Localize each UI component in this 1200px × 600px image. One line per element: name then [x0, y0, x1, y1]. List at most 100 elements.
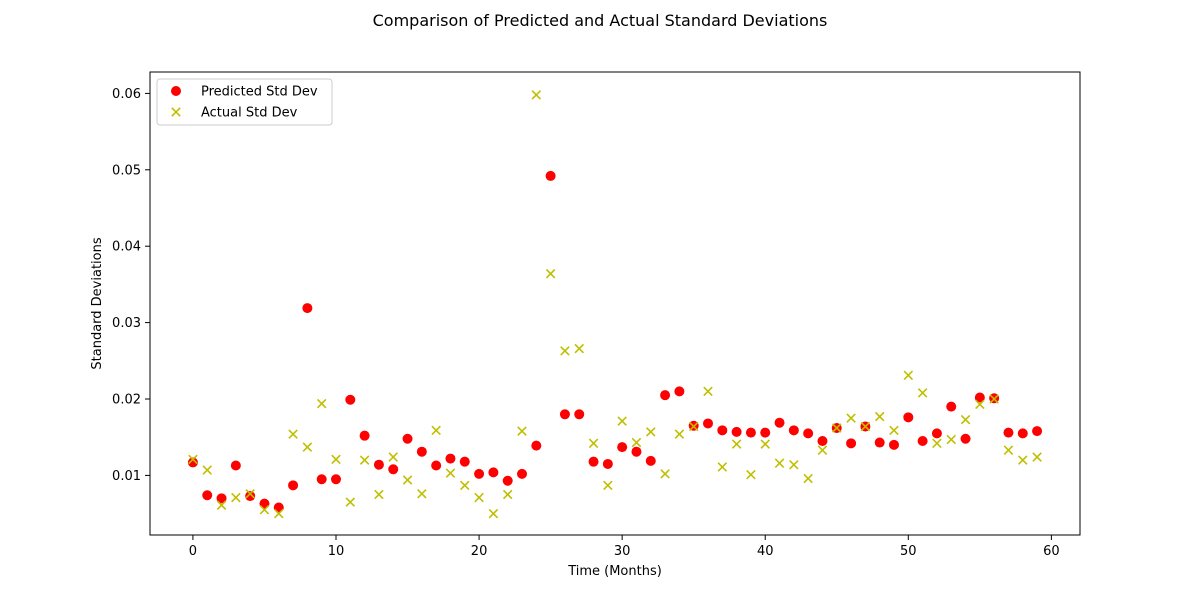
y-tick-label: 0.03 — [112, 316, 141, 331]
x-stroke — [502, 489, 513, 500]
x-stroke — [946, 434, 956, 445]
x-stroke — [474, 492, 484, 503]
predicted-point — [373, 459, 384, 470]
actual-point — [417, 488, 427, 499]
y-axis-ticks: 0.01 0.02 0.03 0.04 0.05 0.06 — [112, 87, 150, 484]
predicted-point — [631, 446, 642, 457]
predicted-point — [431, 460, 442, 471]
x-stroke — [460, 480, 470, 491]
x-stroke — [171, 107, 181, 117]
predicted-point — [889, 439, 899, 450]
legend-label-predicted: Predicted Std Dev — [201, 85, 318, 100]
x-stroke — [259, 505, 270, 515]
x-stroke — [660, 469, 670, 479]
actual-point — [531, 90, 542, 100]
legend-box — [156, 78, 333, 126]
predicted-point — [388, 464, 399, 475]
predicted-point — [903, 412, 914, 423]
actual-point — [688, 421, 699, 432]
y-axis-label: Standard Deviations — [90, 237, 105, 369]
actual-point — [560, 346, 570, 356]
predicted-point — [316, 474, 327, 485]
x-stroke — [889, 425, 899, 436]
x-stroke — [774, 458, 785, 468]
actual-point — [345, 497, 356, 507]
x-stroke — [917, 388, 928, 398]
predicted-point — [245, 491, 256, 502]
actual-point — [717, 462, 728, 472]
predicted-point — [660, 390, 671, 401]
axes-frame — [149, 71, 1081, 536]
actual-point — [617, 416, 627, 426]
x-tick-label: 40 — [757, 544, 774, 559]
x-stroke — [817, 445, 828, 455]
x-stroke — [989, 394, 999, 404]
actual-point — [231, 492, 241, 503]
predicted-point — [416, 446, 427, 457]
actual-point — [488, 508, 499, 519]
x-stroke — [975, 399, 985, 410]
x-stroke — [517, 426, 527, 436]
predicted-point — [517, 468, 527, 479]
x-stroke — [574, 343, 584, 354]
predicted-point — [502, 475, 513, 486]
predicted-point — [1032, 426, 1043, 437]
actual-point — [1032, 452, 1042, 462]
x-stroke — [388, 452, 398, 462]
predicted-point — [817, 436, 828, 447]
predicted-point — [345, 394, 356, 405]
actual-point — [932, 438, 942, 449]
x-tick-label: 60 — [1043, 544, 1060, 559]
actual-point — [474, 492, 484, 503]
predicted-point — [645, 455, 656, 466]
actual-point — [789, 459, 799, 470]
legend-marker-actual — [171, 107, 181, 117]
actual-point — [903, 370, 914, 381]
plot-area — [149, 71, 1081, 536]
actual-point — [646, 427, 656, 437]
actual-point — [374, 489, 384, 500]
x-stroke — [288, 429, 298, 439]
predicted-point — [302, 303, 313, 314]
predicted-point — [1003, 427, 1014, 438]
x-stroke — [345, 497, 356, 507]
predicted-point — [803, 428, 814, 439]
actual-point — [874, 411, 885, 422]
x-stroke — [860, 421, 871, 432]
y-tick-label: 0.06 — [112, 87, 141, 102]
y-tick-label: 0.01 — [112, 469, 141, 484]
predicted-point — [1017, 428, 1028, 439]
predicted-point — [917, 436, 928, 447]
x-stroke — [531, 90, 542, 100]
actual-point — [331, 454, 341, 465]
x-tick-label: 20 — [471, 544, 488, 559]
x-tick-label: 10 — [328, 544, 345, 559]
predicted-point — [488, 467, 499, 478]
predicted-point — [474, 468, 485, 479]
predicted-point — [760, 427, 771, 438]
x-stroke — [231, 492, 241, 503]
actual-point — [388, 452, 398, 462]
actual-point — [860, 421, 871, 432]
actual-point — [889, 425, 899, 436]
actual-point — [760, 439, 770, 449]
y-tick-label: 0.05 — [112, 163, 141, 178]
actual-point — [960, 414, 971, 425]
actual-point — [588, 438, 599, 449]
predicted-point — [974, 392, 985, 403]
predicted-point — [745, 427, 756, 438]
actual-point — [216, 500, 227, 510]
x-stroke — [832, 423, 842, 433]
x-stroke — [874, 411, 885, 422]
actual-point — [202, 465, 212, 475]
actual-point — [660, 469, 670, 479]
predicted-point — [731, 426, 742, 437]
actual-point — [803, 473, 813, 484]
predicted-point — [602, 458, 613, 469]
predicted-point — [331, 474, 341, 485]
legend-label-actual: Actual Std Dev — [201, 106, 298, 121]
x-stroke — [588, 438, 599, 449]
actual-point — [574, 343, 584, 354]
